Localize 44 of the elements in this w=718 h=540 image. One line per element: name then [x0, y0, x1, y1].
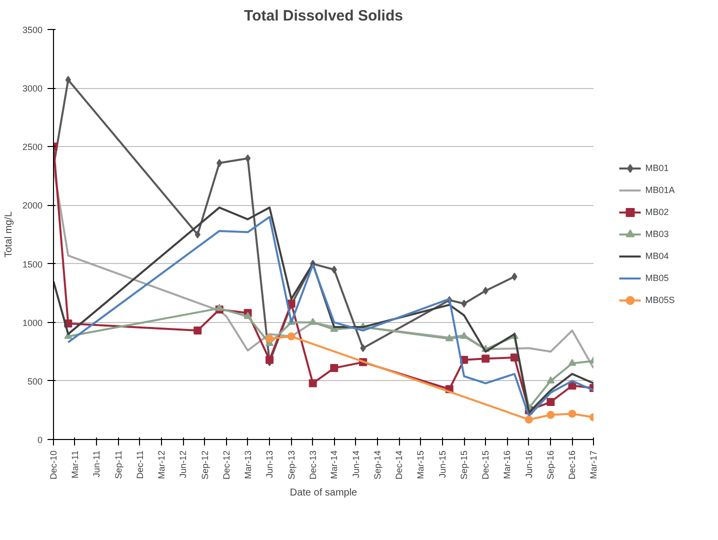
x-tick-label: Mar-13 [242, 450, 253, 480]
x-tick-label: Mar-16 [502, 450, 512, 480]
x-tick-label: Sep-12 [200, 450, 210, 480]
x-axis-title: Date of sample [290, 488, 358, 499]
x-tick-label: Jun-11 [92, 450, 102, 478]
x-tick-label: Dec-12 [221, 450, 232, 480]
x-tick-label: Dec-11 [134, 450, 145, 479]
legend-label: MB02 [645, 207, 669, 217]
x-tick-label: Dec-16 [567, 450, 578, 480]
legend-label: MB01A [645, 185, 675, 195]
y-tick-label: 3500 [22, 25, 43, 35]
legend-label: MB05 [645, 273, 669, 283]
x-tick-label: Dec-13 [308, 450, 318, 480]
y-tick-label: 2500 [22, 142, 43, 152]
x-tick-label: Mar-17 [588, 450, 598, 480]
x-tick-label: Mar-15 [416, 450, 426, 480]
y-tick-label: 2000 [22, 200, 43, 211]
x-tick-label: Mar-11 [70, 450, 80, 478]
x-tick-label: Dec-15 [480, 450, 491, 480]
y-tick-label: 1500 [22, 259, 43, 270]
x-tick-label: Sep-16 [546, 450, 556, 480]
x-tick-label: Sep-13 [286, 450, 296, 480]
legend-label: MB05S [645, 295, 675, 305]
x-tick-label: Jun-15 [437, 450, 448, 478]
x-tick-label: Dec-14 [394, 450, 404, 480]
x-tick-label: Sep-14 [372, 450, 383, 480]
legend-label: MB04 [645, 251, 669, 261]
x-tick-label: Jun-12 [178, 450, 188, 478]
chart-title: Total Dissolved Solids [244, 8, 403, 24]
y-tick-label: 3000 [22, 84, 43, 94]
y-tick-label: 500 [27, 376, 43, 386]
y-tick-label: 0 [37, 435, 43, 445]
legend-label: MB01 [645, 163, 669, 173]
x-tick-label: Sep-11 [113, 450, 124, 479]
x-tick-label: Jun-16 [524, 450, 534, 478]
x-tick-label: Dec-10 [48, 450, 58, 480]
x-tick-label: Jun-14 [350, 450, 361, 478]
y-axis-title: Total mg/L [3, 210, 14, 258]
x-tick-label: Mar-14 [329, 450, 340, 480]
y-tick-label: 1000 [22, 318, 43, 328]
x-tick-label: Sep-15 [459, 450, 470, 480]
x-tick-label: Mar-12 [156, 450, 166, 480]
legend-label: MB03 [645, 229, 669, 239]
x-tick-label: Jun-13 [264, 450, 275, 478]
